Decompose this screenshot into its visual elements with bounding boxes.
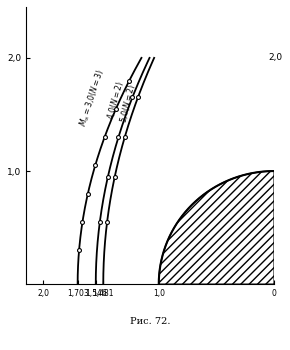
Text: $4{,}0(N{=}2)$: $4{,}0(N{=}2)$	[104, 80, 126, 121]
Text: 2,0: 2,0	[268, 53, 282, 62]
Text: $M_\infty{=}3{,}0(N{=}3)$: $M_\infty{=}3{,}0(N{=}3)$	[77, 67, 107, 128]
Text: Рис. 72.: Рис. 72.	[130, 317, 170, 327]
Polygon shape	[159, 171, 274, 284]
Text: $5{,}0(N{=}2)$: $5{,}0(N{=}2)$	[117, 83, 138, 124]
